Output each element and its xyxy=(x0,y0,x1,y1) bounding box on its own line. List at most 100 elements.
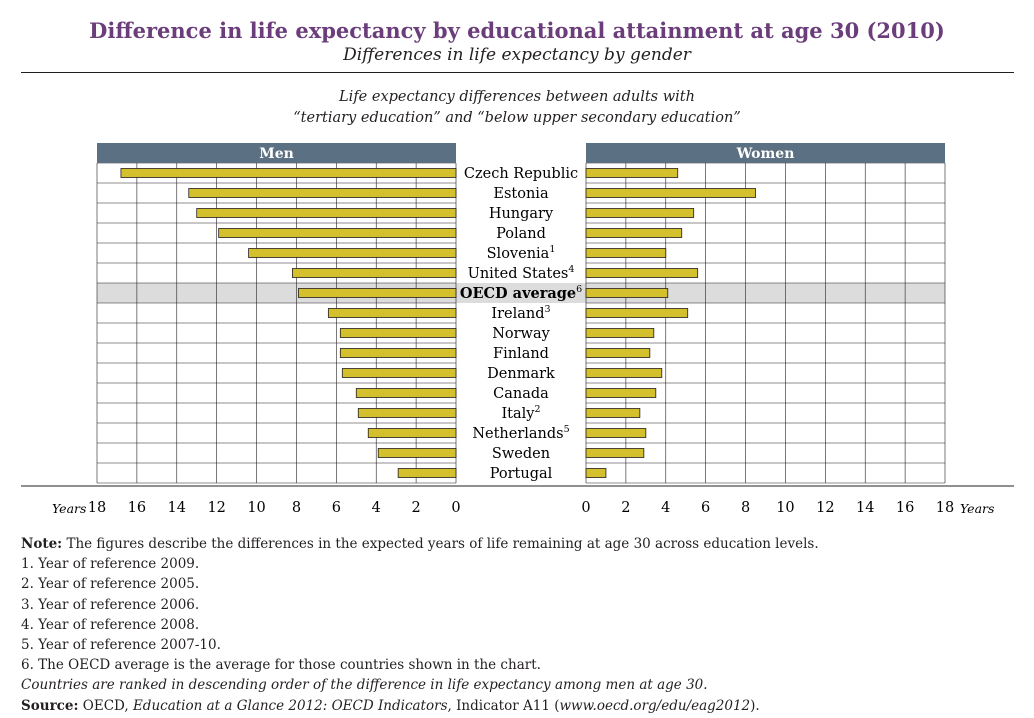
footnote-6: 6. The OECD average is the average for t… xyxy=(21,657,541,674)
men-bar xyxy=(397,468,457,478)
women-tick-label: 10 xyxy=(776,500,794,516)
men-bar xyxy=(341,368,457,378)
men-tick-label: 4 xyxy=(372,500,381,516)
note-label: Note: xyxy=(21,536,63,552)
women-tick-label: 12 xyxy=(816,500,834,516)
category-label: Norway xyxy=(492,326,550,342)
source-publication: Education at a Glance 2012: OECD Indicat… xyxy=(132,697,448,714)
chart-title: Difference in life expectancy by educati… xyxy=(89,18,945,43)
chart-caption: Life expectancy differences between adul… xyxy=(0,87,1034,129)
men-bar xyxy=(339,348,457,358)
men-bar xyxy=(120,168,457,178)
source-url: www.oecd.org/edu/eag2012 xyxy=(559,697,751,714)
source-text-3: ). xyxy=(750,697,760,714)
source-text-1: OECD, xyxy=(78,697,133,714)
category-label: Slovenia1 xyxy=(487,244,556,262)
category-label: Canada xyxy=(493,386,549,402)
women-bar xyxy=(585,228,683,238)
men-tick-label: 2 xyxy=(411,500,420,516)
category-label: Hungary xyxy=(489,206,554,222)
note-line: Note: The figures describe the differenc… xyxy=(21,534,1021,554)
women-bar xyxy=(585,268,699,278)
category-label: Italy2 xyxy=(501,404,540,422)
women-bar xyxy=(585,408,641,418)
category-label: Estonia xyxy=(493,186,549,202)
men-bar xyxy=(248,248,457,258)
highlight-band xyxy=(97,283,945,303)
men-header-band xyxy=(97,143,456,163)
men-tick-label: 6 xyxy=(332,500,341,516)
men-tick-label: 12 xyxy=(207,500,225,516)
women-bar xyxy=(585,308,689,318)
women-header-label: Women xyxy=(736,146,795,162)
men-tick-label: 0 xyxy=(451,500,460,516)
women-tick-label: 4 xyxy=(661,500,670,516)
chart-caption-line-2: “tertiary education” and “below upper se… xyxy=(293,110,741,126)
women-tick-label: 0 xyxy=(581,500,590,516)
note-text: The figures describe the differences in … xyxy=(62,536,819,552)
women-bar xyxy=(585,448,645,458)
men-tick-label: 18 xyxy=(88,500,106,516)
women-tick-label: 8 xyxy=(741,500,750,516)
men-bar xyxy=(218,228,457,238)
category-label: OECD average6 xyxy=(460,284,582,302)
men-tick-label: 14 xyxy=(168,500,186,516)
category-labels: Czech Republic Estonia Hungary Poland Sloven… xyxy=(460,166,582,482)
oecd-average-band xyxy=(97,283,945,303)
footnote-4: 4. Year of reference 2008. xyxy=(21,616,200,633)
men-bar xyxy=(188,188,457,198)
category-label: Netherlands5 xyxy=(472,424,569,442)
footnote-5: 5. Year of reference 2007-10. xyxy=(21,637,221,654)
women-axis-label: Years xyxy=(960,501,994,516)
men-bar xyxy=(327,308,457,318)
category-label: United States4 xyxy=(468,264,575,282)
women-tick-label: 14 xyxy=(856,500,874,516)
women-bar xyxy=(585,388,657,398)
men-bar xyxy=(298,288,457,298)
women-bar xyxy=(585,288,669,298)
category-label: Poland xyxy=(496,226,546,242)
men-bar xyxy=(196,208,457,218)
category-label: Sweden xyxy=(492,446,550,462)
women-tick-label: 16 xyxy=(896,500,914,516)
women-bar xyxy=(585,368,663,378)
category-label: Denmark xyxy=(487,366,555,382)
men-bar xyxy=(292,268,457,278)
men-tick-label: 16 xyxy=(128,500,146,516)
men-bar xyxy=(357,408,457,418)
women-bar xyxy=(585,348,651,358)
source-line: Source: OECD, Education at a Glance 2012… xyxy=(21,696,1021,716)
men-bar xyxy=(339,328,457,338)
category-label: Czech Republic xyxy=(464,166,578,182)
women-bar xyxy=(585,208,695,218)
ranking-note: Countries are ranked in descending order… xyxy=(21,677,708,694)
chart-caption-line-1: Life expectancy differences between adul… xyxy=(339,89,695,105)
women-header-band xyxy=(586,143,945,163)
men-tick-label: 10 xyxy=(247,500,265,516)
men-axis-label: Years xyxy=(52,501,86,516)
men-bar xyxy=(355,388,457,398)
source-label: Source: xyxy=(21,697,79,714)
notes: Note: The figures describe the differenc… xyxy=(21,534,1021,716)
category-label: Finland xyxy=(493,346,549,362)
chart-bars xyxy=(120,168,756,478)
women-bar xyxy=(585,328,655,338)
men-header-label: Men xyxy=(259,146,294,162)
men-tick-label: 8 xyxy=(292,500,301,516)
category-label: Portugal xyxy=(490,466,553,482)
men-bar xyxy=(377,448,457,458)
footnote-2: 2. Year of reference 2005. xyxy=(21,576,200,593)
women-bar xyxy=(585,248,667,258)
chart-subtitle: Differences in life expectancy by gender xyxy=(343,45,691,65)
men-bar xyxy=(367,428,457,438)
women-tick-label: 6 xyxy=(701,500,710,516)
category-label: Ireland3 xyxy=(491,304,550,322)
chart: Men Women Czech Republic Estonia Hungary Pol… xyxy=(21,143,1014,516)
footnote-1: 1. Year of reference 2009. xyxy=(21,556,200,573)
source-text-2: , Indicator A11 ( xyxy=(447,697,560,714)
women-bar xyxy=(585,168,679,178)
women-bar xyxy=(585,188,756,198)
women-bar xyxy=(585,428,647,438)
footnote-3: 3. Year of reference 2006. xyxy=(21,596,200,613)
